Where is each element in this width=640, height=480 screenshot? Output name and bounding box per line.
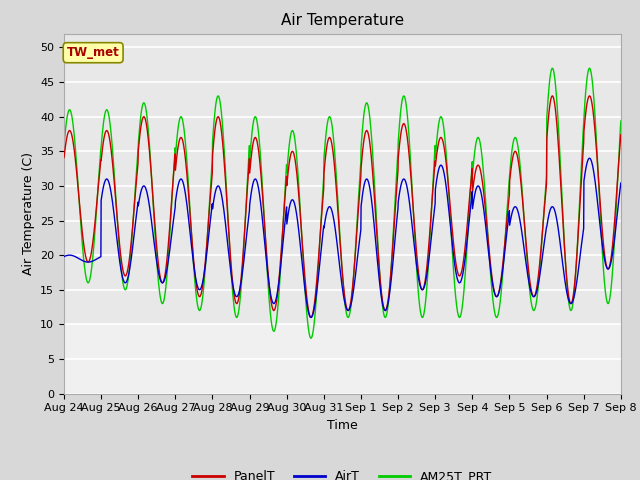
PanelT xyxy=(568,300,575,305)
PanelT xyxy=(617,132,625,138)
PanelT xyxy=(371,200,379,205)
X-axis label: Time: Time xyxy=(327,419,358,432)
AM25T_PRT xyxy=(586,65,593,71)
Bar xyxy=(64,324,621,394)
AirT xyxy=(216,184,223,190)
Line: AM25T_PRT: AM25T_PRT xyxy=(64,68,621,338)
PanelT xyxy=(60,155,68,160)
AM25T_PRT xyxy=(617,118,625,124)
PanelT xyxy=(359,148,367,154)
AirT xyxy=(359,191,367,196)
AirT xyxy=(307,314,315,320)
Text: TW_met: TW_met xyxy=(67,46,120,59)
AM25T_PRT xyxy=(307,336,315,341)
AM25T_PRT xyxy=(60,143,68,148)
AM25T_PRT xyxy=(584,73,591,79)
AirT xyxy=(504,216,512,222)
PanelT xyxy=(584,99,591,105)
AirT xyxy=(60,254,68,260)
AM25T_PRT xyxy=(568,306,575,312)
AM25T_PRT xyxy=(504,189,512,194)
PanelT xyxy=(504,202,512,207)
AM25T_PRT xyxy=(216,95,223,101)
Y-axis label: Air Temperature (C): Air Temperature (C) xyxy=(22,152,35,275)
AirT xyxy=(584,159,591,165)
Line: AirT: AirT xyxy=(64,158,621,317)
Legend: PanelT, AirT, AM25T_PRT: PanelT, AirT, AM25T_PRT xyxy=(188,465,497,480)
AirT xyxy=(586,156,593,161)
AirT xyxy=(617,180,625,186)
PanelT xyxy=(586,93,593,99)
AM25T_PRT xyxy=(359,124,367,130)
AM25T_PRT xyxy=(371,186,379,192)
Line: PanelT: PanelT xyxy=(64,96,621,317)
PanelT xyxy=(216,116,223,121)
PanelT xyxy=(307,314,315,320)
AirT xyxy=(371,229,379,235)
Title: Air Temperature: Air Temperature xyxy=(281,13,404,28)
AirT xyxy=(568,300,575,306)
